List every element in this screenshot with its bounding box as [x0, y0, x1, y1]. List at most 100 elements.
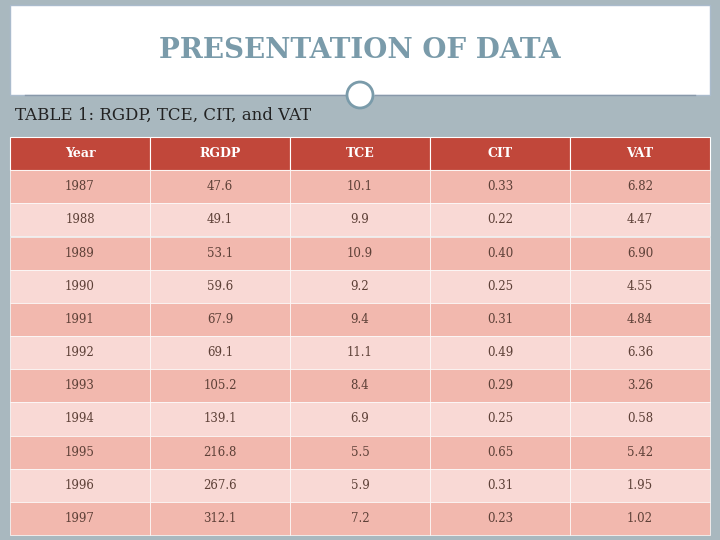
Bar [290, 369, 430, 402]
Bar [430, 303, 570, 336]
Text: 1996: 1996 [65, 479, 95, 492]
Bar [570, 369, 710, 402]
Text: 1987: 1987 [65, 180, 95, 193]
Bar [430, 137, 570, 170]
Text: CIT: CIT [487, 147, 513, 160]
Text: PRESENTATION OF DATA: PRESENTATION OF DATA [159, 37, 561, 64]
Text: 216.8: 216.8 [203, 446, 237, 458]
Text: 1991: 1991 [65, 313, 95, 326]
Bar [10, 369, 150, 402]
Bar [150, 502, 290, 535]
Text: 4.47: 4.47 [627, 213, 653, 226]
Bar [150, 170, 290, 204]
Text: 6.90: 6.90 [627, 247, 653, 260]
Bar [290, 469, 430, 502]
Text: 1988: 1988 [66, 213, 95, 226]
Bar [150, 204, 290, 237]
Bar [150, 137, 290, 170]
Text: 5.9: 5.9 [351, 479, 369, 492]
Bar [570, 137, 710, 170]
Bar [150, 237, 290, 269]
Bar [430, 402, 570, 435]
Bar [10, 170, 150, 204]
Text: 0.25: 0.25 [487, 413, 513, 426]
Text: 1.95: 1.95 [627, 479, 653, 492]
Bar [570, 402, 710, 435]
Text: Year: Year [65, 147, 95, 160]
Bar [290, 269, 430, 303]
Bar [570, 469, 710, 502]
Text: 10.9: 10.9 [347, 247, 373, 260]
Bar [290, 303, 430, 336]
Bar [570, 502, 710, 535]
Bar [430, 170, 570, 204]
Text: 1.02: 1.02 [627, 512, 653, 525]
Bar [430, 237, 570, 269]
Bar [150, 336, 290, 369]
Bar [150, 303, 290, 336]
Bar [10, 237, 150, 269]
Bar [10, 435, 150, 469]
Text: 0.49: 0.49 [487, 346, 513, 359]
Bar [150, 435, 290, 469]
Text: 10.1: 10.1 [347, 180, 373, 193]
Bar [570, 269, 710, 303]
Text: 0.25: 0.25 [487, 280, 513, 293]
Bar [570, 170, 710, 204]
Bar [10, 336, 150, 369]
Text: 9.9: 9.9 [351, 213, 369, 226]
Text: 49.1: 49.1 [207, 213, 233, 226]
Text: 5.42: 5.42 [627, 446, 653, 458]
Text: 1992: 1992 [65, 346, 95, 359]
Bar [430, 469, 570, 502]
Bar [10, 469, 150, 502]
Text: 6.36: 6.36 [627, 346, 653, 359]
Text: VAT: VAT [626, 147, 654, 160]
Text: 1989: 1989 [65, 247, 95, 260]
Text: 6.9: 6.9 [351, 413, 369, 426]
Circle shape [347, 82, 373, 108]
Text: 1993: 1993 [65, 379, 95, 392]
Bar [10, 5, 710, 95]
Bar [290, 435, 430, 469]
Text: 0.29: 0.29 [487, 379, 513, 392]
Text: 8.4: 8.4 [351, 379, 369, 392]
Bar [570, 336, 710, 369]
Text: 267.6: 267.6 [203, 479, 237, 492]
Bar [430, 502, 570, 535]
Bar [430, 336, 570, 369]
Bar [570, 303, 710, 336]
Bar [290, 204, 430, 237]
Bar [290, 137, 430, 170]
Bar [150, 402, 290, 435]
Text: 312.1: 312.1 [203, 512, 237, 525]
Text: RGDP: RGDP [199, 147, 240, 160]
Text: TCE: TCE [346, 147, 374, 160]
Text: 1995: 1995 [65, 446, 95, 458]
Text: 9.4: 9.4 [351, 313, 369, 326]
Text: 0.40: 0.40 [487, 247, 513, 260]
Text: 0.58: 0.58 [627, 413, 653, 426]
Text: 59.6: 59.6 [207, 280, 233, 293]
Bar [430, 369, 570, 402]
Bar [10, 137, 150, 170]
Text: 47.6: 47.6 [207, 180, 233, 193]
Bar [430, 269, 570, 303]
Text: 69.1: 69.1 [207, 346, 233, 359]
Text: 4.55: 4.55 [627, 280, 653, 293]
Text: 0.31: 0.31 [487, 479, 513, 492]
Bar [290, 402, 430, 435]
Text: 139.1: 139.1 [203, 413, 237, 426]
Bar [10, 204, 150, 237]
Bar [150, 369, 290, 402]
Text: 0.31: 0.31 [487, 313, 513, 326]
Bar [10, 269, 150, 303]
Bar [150, 269, 290, 303]
Bar [570, 237, 710, 269]
Text: 1990: 1990 [65, 280, 95, 293]
Text: 9.2: 9.2 [351, 280, 369, 293]
Text: 4.84: 4.84 [627, 313, 653, 326]
Bar [290, 336, 430, 369]
Bar [430, 435, 570, 469]
Text: 67.9: 67.9 [207, 313, 233, 326]
